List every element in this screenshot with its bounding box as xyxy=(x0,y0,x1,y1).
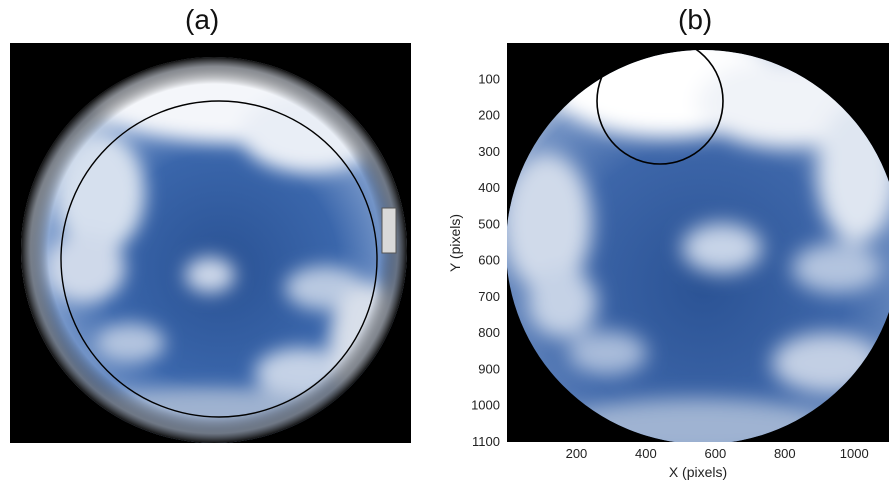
y-tick-label: 1100 xyxy=(472,434,500,449)
panel-b-label: (b) xyxy=(678,4,713,35)
x-tick-label: 600 xyxy=(705,446,727,461)
y-tick-label: 900 xyxy=(478,361,500,376)
y-tick-label: 100 xyxy=(478,71,500,86)
horizon-circle xyxy=(60,100,378,418)
x-tick-label: 800 xyxy=(774,446,796,461)
x-tick-label: 400 xyxy=(635,446,657,461)
y-tick-label: 700 xyxy=(478,289,500,304)
cloud-layer xyxy=(507,50,889,442)
fisheye-image-raw xyxy=(10,43,411,443)
x-tick-label: 200 xyxy=(566,446,588,461)
panel-a-label: (a) xyxy=(185,4,220,35)
y-tick-label: 1000 xyxy=(471,398,500,413)
y-tick-label: 600 xyxy=(478,253,500,268)
y-axis-title: Y (pixels) xyxy=(447,214,463,272)
y-tick-label: 400 xyxy=(478,180,500,195)
y-tick-label: 800 xyxy=(478,325,500,340)
y-tick-label: 200 xyxy=(478,108,500,123)
sun-circle xyxy=(596,43,724,165)
roof-structure xyxy=(381,207,397,254)
y-tick-label: 300 xyxy=(478,144,500,159)
fisheye-image-cropped xyxy=(507,43,889,442)
y-tick-label: 500 xyxy=(478,216,500,231)
x-axis-title: X (pixels) xyxy=(669,464,727,480)
x-tick-label: 1000 xyxy=(840,446,869,461)
